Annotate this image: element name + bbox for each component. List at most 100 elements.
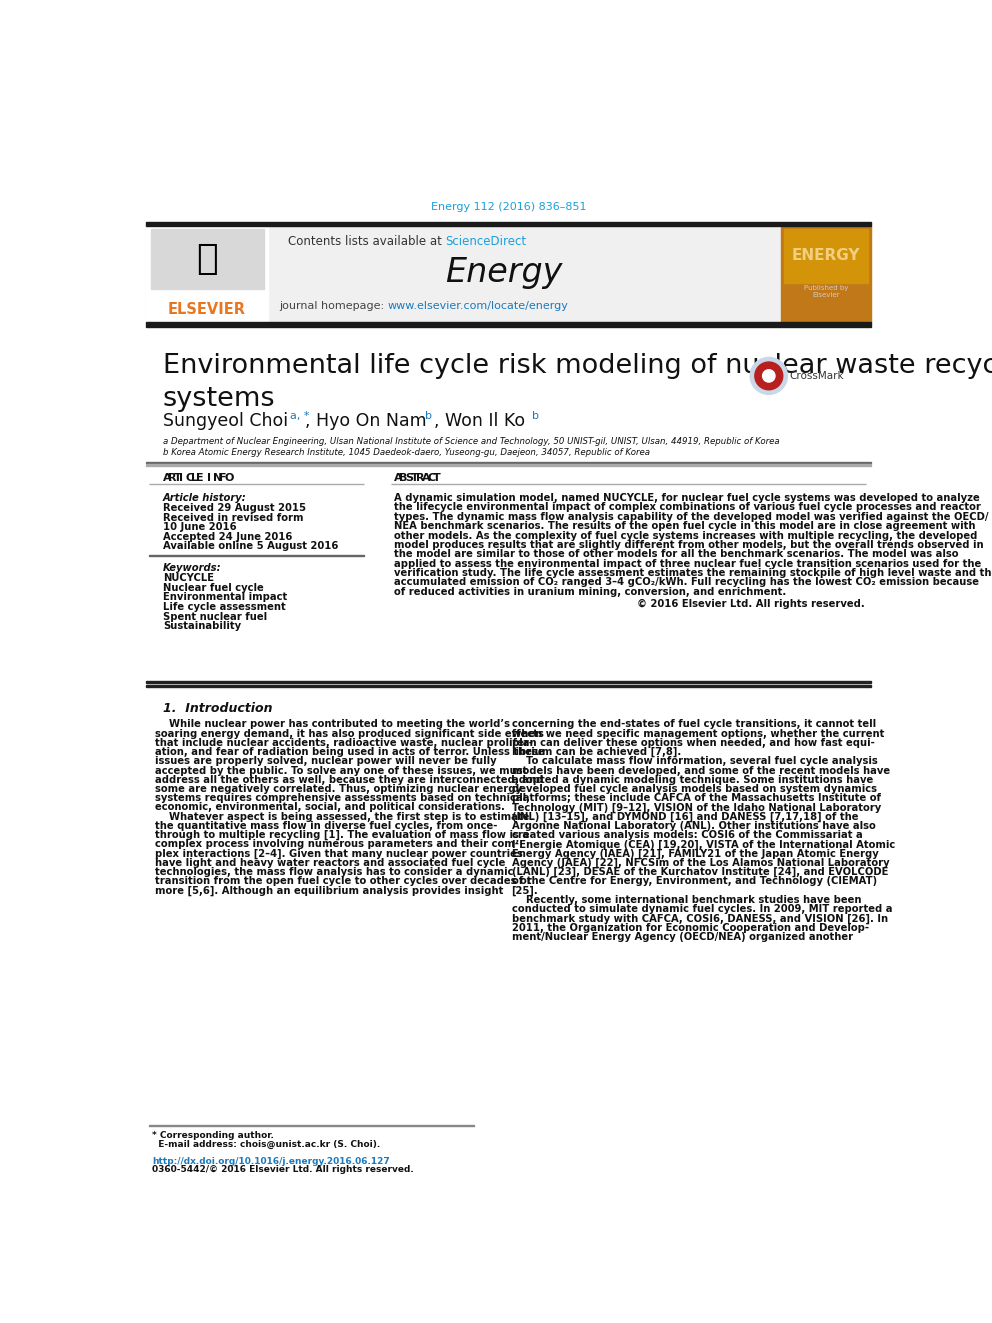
Text: Energy: Energy xyxy=(445,257,562,290)
Text: the quantitative mass flow in diverse fuel cycles, from once-: the quantitative mass flow in diverse fu… xyxy=(155,822,497,831)
Text: Technology (MIT) [9–12], VISION of the Idaho National Laboratory: Technology (MIT) [9–12], VISION of the I… xyxy=(512,803,881,812)
Bar xyxy=(146,222,871,226)
Text: types. The dynamic mass flow analysis capability of the developed model was veri: types. The dynamic mass flow analysis ca… xyxy=(394,512,988,521)
Text: through to multiple recycling [1]. The evaluation of mass flow is a: through to multiple recycling [1]. The e… xyxy=(155,831,529,840)
Text: soaring energy demand, it has also produced significant side effects: soaring energy demand, it has also produ… xyxy=(155,729,544,738)
Circle shape xyxy=(763,369,775,382)
Text: www.elsevier.com/locate/energy: www.elsevier.com/locate/energy xyxy=(388,300,568,311)
Bar xyxy=(146,681,871,683)
Text: Received 29 August 2015: Received 29 August 2015 xyxy=(163,503,306,513)
Text: a Department of Nuclear Engineering, Ulsan National Institute of Science and Tec: a Department of Nuclear Engineering, Uls… xyxy=(163,438,780,446)
Text: transition from the open fuel cycle to other cycles over decades or: transition from the open fuel cycle to o… xyxy=(155,876,532,886)
Text: model produces results that are slightly different from other models, but the ov: model produces results that are slightly… xyxy=(394,540,983,550)
Text: To calculate mass flow information, several fuel cycle analysis: To calculate mass flow information, seve… xyxy=(512,757,877,766)
Text: [25].: [25]. xyxy=(512,885,539,896)
Bar xyxy=(782,226,871,321)
Text: E-mail address: chois@unist.ac.kr (S. Choi).: E-mail address: chois@unist.ac.kr (S. Ch… xyxy=(152,1139,380,1148)
Text: have light and heavy water reactors and associated fuel cycle: have light and heavy water reactors and … xyxy=(155,857,505,868)
Bar xyxy=(146,226,871,321)
Text: (LANL) [23], DESAE of the Kurchatov Institute [24], and EVOLCODE: (LANL) [23], DESAE of the Kurchatov Inst… xyxy=(512,867,888,877)
Text: A: A xyxy=(394,474,403,483)
Text: economic, environmental, social, and political considerations.: economic, environmental, social, and pol… xyxy=(155,803,505,812)
Text: Keywords:: Keywords: xyxy=(163,564,221,573)
Bar xyxy=(146,685,871,687)
Text: NEA benchmark scenarios. The results of the open fuel cycle in this model are in: NEA benchmark scenarios. The results of … xyxy=(394,521,975,531)
Text: I: I xyxy=(180,474,184,483)
Text: * Corresponding author.: * Corresponding author. xyxy=(152,1131,274,1140)
Text: some are negatively correlated. Thus, optimizing nuclear energy: some are negatively correlated. Thus, op… xyxy=(155,785,522,794)
Text: S: S xyxy=(405,474,413,483)
Text: when we need specific management options, whether the current: when we need specific management options… xyxy=(512,729,884,738)
Text: © 2016 Elsevier Ltd. All rights reserved.: © 2016 Elsevier Ltd. All rights reserved… xyxy=(637,599,865,610)
Text: Life cycle assessment: Life cycle assessment xyxy=(163,602,286,613)
Text: ELSEVIER: ELSEVIER xyxy=(168,302,246,318)
Text: T: T xyxy=(433,474,440,483)
Text: Accepted 24 June 2016: Accepted 24 June 2016 xyxy=(163,532,292,542)
Text: T: T xyxy=(174,474,182,483)
Text: N: N xyxy=(213,474,222,483)
Text: ation, and fear of radiation being used in acts of terror. Unless these: ation, and fear of radiation being used … xyxy=(155,747,545,757)
Text: that include nuclear accidents, radioactive waste, nuclear prolifer-: that include nuclear accidents, radioact… xyxy=(155,738,533,747)
Text: C: C xyxy=(186,474,193,483)
Text: accumulated emission of CO₂ ranged 3–4 gCO₂/kWh. Full recycling has the lowest C: accumulated emission of CO₂ ranged 3–4 g… xyxy=(394,577,979,587)
Text: Published by
Elsevier: Published by Elsevier xyxy=(804,284,848,298)
Text: Spent nuclear fuel: Spent nuclear fuel xyxy=(163,611,267,622)
Text: CrossMark: CrossMark xyxy=(789,370,843,381)
Text: Contents lists available at: Contents lists available at xyxy=(288,234,445,247)
Text: l’Energie Atomique (CEA) [19,20], VISTA of the International Atomic: l’Energie Atomique (CEA) [19,20], VISTA … xyxy=(512,839,895,849)
Text: 🌲: 🌲 xyxy=(196,242,217,277)
Text: systems requires comprehensive assessments based on technical,: systems requires comprehensive assessmen… xyxy=(155,794,530,803)
Text: the model are similar to those of other models for all the benchmark scenarios. : the model are similar to those of other … xyxy=(394,549,958,560)
Circle shape xyxy=(750,357,788,394)
Text: While nuclear power has contributed to meeting the world’s: While nuclear power has contributed to m… xyxy=(155,720,510,729)
Text: verification study. The life cycle assessment estimates the remaining stockpile : verification study. The life cycle asses… xyxy=(394,568,992,578)
Text: Available online 5 August 2016: Available online 5 August 2016 xyxy=(163,541,338,552)
Text: Argonne National Laboratory (ANL). Other institutions have also: Argonne National Laboratory (ANL). Other… xyxy=(512,822,875,831)
Text: b Korea Atomic Energy Research Institute, 1045 Daedeok-daero, Yuseong-gu, Daejeo: b Korea Atomic Energy Research Institute… xyxy=(163,447,650,456)
Text: O: O xyxy=(224,474,233,483)
Text: created various analysis models: COSI6 of the Commissariat a: created various analysis models: COSI6 o… xyxy=(512,831,862,840)
Text: R: R xyxy=(169,474,177,483)
Text: platforms; these include CAFCA of the Massachusetts Institute of: platforms; these include CAFCA of the Ma… xyxy=(512,794,881,803)
Text: Whatever aspect is being assessed, the first step is to estimate: Whatever aspect is being assessed, the f… xyxy=(155,812,530,822)
Text: T: T xyxy=(411,474,419,483)
Text: models have been developed, and some of the recent models have: models have been developed, and some of … xyxy=(512,766,890,775)
Text: a, *: a, * xyxy=(290,411,310,421)
Text: A dynamic simulation model, named NUCYCLE, for nuclear fuel cycle systems was de: A dynamic simulation model, named NUCYCL… xyxy=(394,493,979,503)
Text: plex interactions [2–4]. Given that many nuclear power countries: plex interactions [2–4]. Given that many… xyxy=(155,848,523,859)
Text: Environmental life cycle risk modeling of nuclear waste recycling: Environmental life cycle risk modeling o… xyxy=(163,353,992,378)
Text: concerning the end-states of fuel cycle transitions, it cannot tell: concerning the end-states of fuel cycle … xyxy=(512,720,876,729)
Text: B: B xyxy=(399,474,408,483)
Text: 10 June 2016: 10 June 2016 xyxy=(163,523,236,532)
Text: NUCYCLE: NUCYCLE xyxy=(163,573,213,583)
Text: of reduced activities in uranium mining, conversion, and enrichment.: of reduced activities in uranium mining,… xyxy=(394,587,786,597)
Text: 0360-5442/© 2016 Elsevier Ltd. All rights reserved.: 0360-5442/© 2016 Elsevier Ltd. All right… xyxy=(152,1166,414,1174)
Bar xyxy=(146,321,871,327)
Bar xyxy=(785,229,868,283)
Text: C: C xyxy=(428,474,435,483)
Text: technologies, the mass flow analysis has to consider a dynamic: technologies, the mass flow analysis has… xyxy=(155,867,514,877)
Text: , Won Il Ko: , Won Il Ko xyxy=(434,411,525,430)
Text: systems: systems xyxy=(163,386,276,411)
Text: 2011, the Organization for Economic Cooperation and Develop-: 2011, the Organization for Economic Coop… xyxy=(512,922,869,933)
Text: ENERGY: ENERGY xyxy=(792,249,860,263)
Bar xyxy=(146,226,268,321)
Text: more [5,6]. Although an equilibrium analysis provides insight: more [5,6]. Although an equilibrium anal… xyxy=(155,885,503,896)
Text: A: A xyxy=(422,474,431,483)
Text: journal homepage:: journal homepage: xyxy=(279,300,388,311)
Text: http://dx.doi.org/10.1016/j.energy.2016.06.127: http://dx.doi.org/10.1016/j.energy.2016.… xyxy=(152,1156,390,1166)
Text: conducted to simulate dynamic fuel cycles. In 2009, MIT reported a: conducted to simulate dynamic fuel cycle… xyxy=(512,904,892,914)
Text: developed fuel cycle analysis models based on system dynamics: developed fuel cycle analysis models bas… xyxy=(512,785,877,794)
Text: b: b xyxy=(425,411,432,421)
Text: address all the others as well, because they are interconnected, and: address all the others as well, because … xyxy=(155,775,544,785)
Text: b: b xyxy=(533,411,540,421)
Text: Sungyeol Choi: Sungyeol Choi xyxy=(163,411,288,430)
Text: complex process involving numerous parameters and their com-: complex process involving numerous param… xyxy=(155,839,519,849)
Text: Agency (JAEA) [22], NFCSim of the Los Alamos National Laboratory: Agency (JAEA) [22], NFCSim of the Los Al… xyxy=(512,857,889,868)
Text: plan can deliver these options when needed, and how fast equi-: plan can deliver these options when need… xyxy=(512,738,874,747)
Text: L: L xyxy=(190,474,197,483)
Text: benchmark study with CAFCA, COSI6, DANESS, and VISION [26]. In: benchmark study with CAFCA, COSI6, DANES… xyxy=(512,913,888,923)
Text: Nuclear fuel cycle: Nuclear fuel cycle xyxy=(163,582,264,593)
Text: ment/Nuclear Energy Agency (OECD/NEA) organized another: ment/Nuclear Energy Agency (OECD/NEA) or… xyxy=(512,931,853,942)
Text: I: I xyxy=(207,474,211,483)
